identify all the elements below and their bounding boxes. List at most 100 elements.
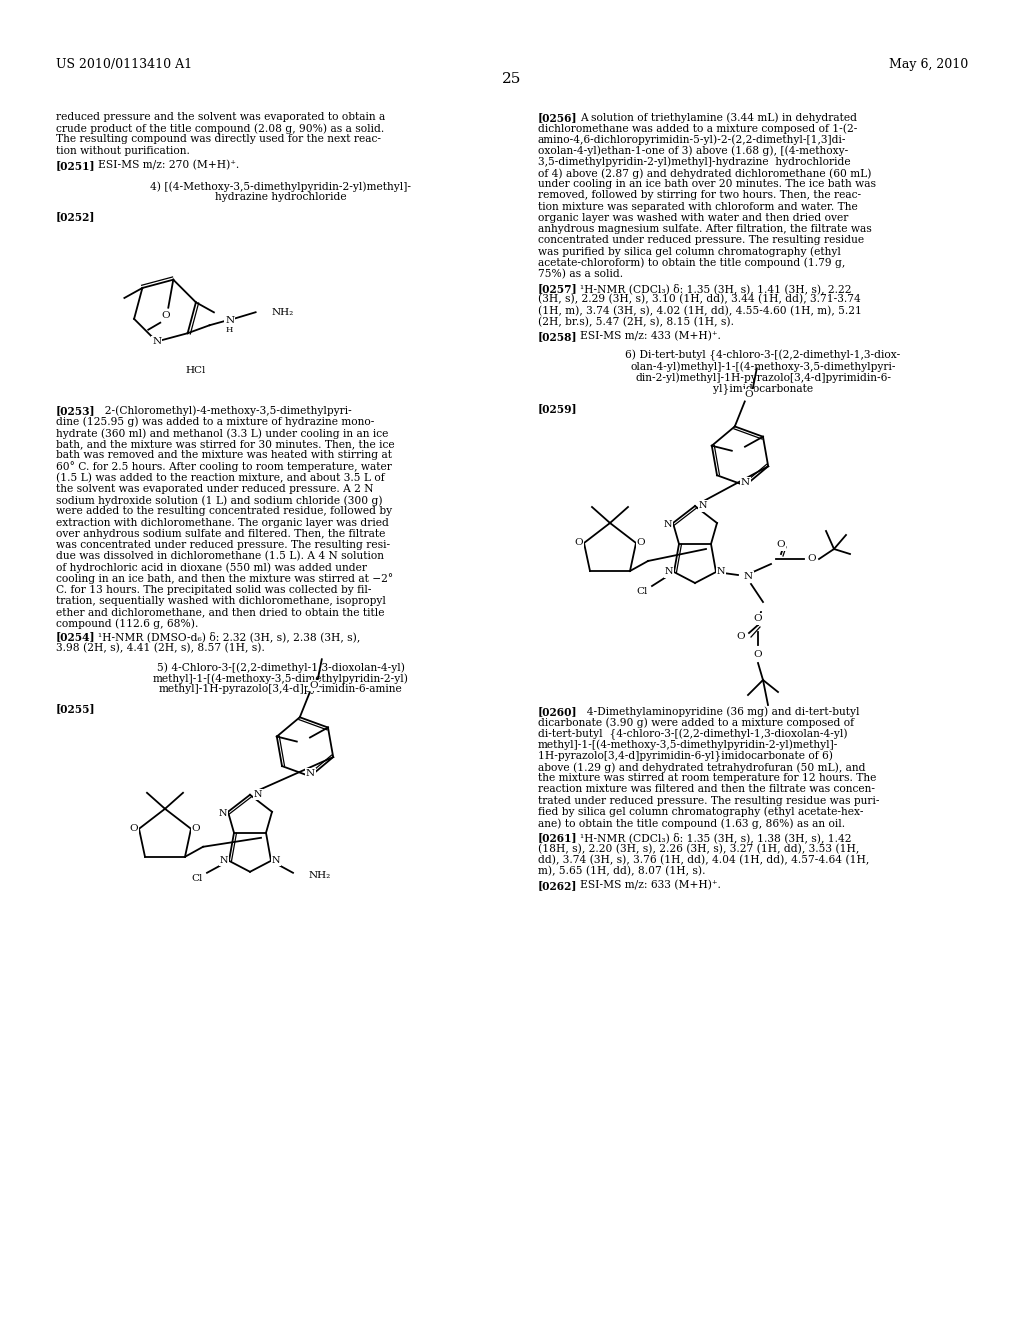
Text: [0252]: [0252] xyxy=(56,211,95,222)
Text: bath was removed and the mixture was heated with stirring at: bath was removed and the mixture was hea… xyxy=(56,450,392,461)
Text: ¹H-NMR (CDCl₃) δ: 1.35 (3H, s), 1.41 (3H, s), 2.22: ¹H-NMR (CDCl₃) δ: 1.35 (3H, s), 1.41 (3H… xyxy=(580,282,852,294)
Text: (3H, s), 2.29 (3H, s), 3.10 (1H, dd), 3.44 (1H, dd), 3.71-3.74: (3H, s), 2.29 (3H, s), 3.10 (1H, dd), 3.… xyxy=(538,294,861,305)
Text: above (1.29 g) and dehydrated tetrahydrofuran (50 mL), and: above (1.29 g) and dehydrated tetrahydro… xyxy=(538,762,865,772)
Text: 4-Dimethylaminopyridine (36 mg) and di-tert-butyl: 4-Dimethylaminopyridine (36 mg) and di-t… xyxy=(580,706,859,717)
Text: ESI-MS m/z: 633 (M+H)⁺.: ESI-MS m/z: 633 (M+H)⁺. xyxy=(580,880,721,890)
Text: crude product of the title compound (2.08 g, 90%) as a solid.: crude product of the title compound (2.0… xyxy=(56,123,384,133)
Text: oxolan-4-yl)ethan-1-one of 3) above (1.68 g), [(4-methoxy-: oxolan-4-yl)ethan-1-one of 3) above (1.6… xyxy=(538,145,848,156)
Text: dicarbonate (3.90 g) were added to a mixture composed of: dicarbonate (3.90 g) were added to a mix… xyxy=(538,717,854,727)
Text: N: N xyxy=(254,791,262,800)
Text: methyl]-1-[(4-methoxy-3,5-dimethylpyridin-2-yl): methyl]-1-[(4-methoxy-3,5-dimethylpyridi… xyxy=(153,673,409,684)
Text: [0251]: [0251] xyxy=(56,160,95,170)
Text: the mixture was stirred at room temperature for 12 hours. The: the mixture was stirred at room temperat… xyxy=(538,774,877,783)
Text: concentrated under reduced pressure. The resulting residue: concentrated under reduced pressure. The… xyxy=(538,235,864,246)
Text: din-2-yl)methyl]-1H-pyrazolo[3,4-d]pyrimidin-6-: din-2-yl)methyl]-1H-pyrazolo[3,4-d]pyrim… xyxy=(635,372,891,383)
Text: N: N xyxy=(698,502,708,511)
Text: [0259]: [0259] xyxy=(538,403,578,413)
Text: N: N xyxy=(219,809,227,818)
Text: O: O xyxy=(736,632,745,642)
Text: 4) [(4-Methoxy-3,5-dimethylpyridin-2-yl)methyl]-: 4) [(4-Methoxy-3,5-dimethylpyridin-2-yl)… xyxy=(151,181,412,191)
Text: was purified by silica gel column chromatography (ethyl: was purified by silica gel column chroma… xyxy=(538,247,841,257)
Text: hydrazine hydrochloride: hydrazine hydrochloride xyxy=(215,193,347,202)
Text: 3,5-dimethylpyridin-2-yl)methyl]-hydrazine  hydrochloride: 3,5-dimethylpyridin-2-yl)methyl]-hydrazi… xyxy=(538,157,851,168)
Text: 5) 4-Chloro-3-[(2,2-dimethyl-1,3-dioxolan-4-yl): 5) 4-Chloro-3-[(2,2-dimethyl-1,3-dioxola… xyxy=(157,663,406,673)
Text: due was dissolved in dichloromethane (1.5 L). A 4 N solution: due was dissolved in dichloromethane (1.… xyxy=(56,552,384,561)
Text: tration, sequentially washed with dichloromethane, isopropyl: tration, sequentially washed with dichlo… xyxy=(56,597,386,606)
Text: (1.5 L) was added to the reaction mixture, and about 3.5 L of: (1.5 L) was added to the reaction mixtur… xyxy=(56,473,385,483)
Text: ¹H-NMR (CDCl₃) δ: 1.35 (3H, s), 1.38 (3H, s), 1.42: ¹H-NMR (CDCl₃) δ: 1.35 (3H, s), 1.38 (3H… xyxy=(580,832,852,843)
Text: dine (125.95 g) was added to a mixture of hydrazine mono-: dine (125.95 g) was added to a mixture o… xyxy=(56,417,375,428)
Text: methyl]-1H-pyrazolo[3,4-d]pyrimidin-6-amine: methyl]-1H-pyrazolo[3,4-d]pyrimidin-6-am… xyxy=(159,684,402,694)
Text: O: O xyxy=(754,615,762,623)
Text: HCl: HCl xyxy=(185,366,206,375)
Text: hydrate (360 ml) and methanol (3.3 L) under cooling in an ice: hydrate (360 ml) and methanol (3.3 L) un… xyxy=(56,428,388,438)
Text: ESI-MS m/z: 270 (M+H)⁺.: ESI-MS m/z: 270 (M+H)⁺. xyxy=(98,160,240,170)
Text: under cooling in an ice bath over 20 minutes. The ice bath was: under cooling in an ice bath over 20 min… xyxy=(538,180,876,189)
Text: The resulting compound was directly used for the next reac-: The resulting compound was directly used… xyxy=(56,135,381,144)
Text: [0254]: [0254] xyxy=(56,631,95,643)
Text: trated under reduced pressure. The resulting residue was puri-: trated under reduced pressure. The resul… xyxy=(538,796,880,805)
Text: N: N xyxy=(220,857,228,866)
Text: organic layer was washed with water and then dried over: organic layer was washed with water and … xyxy=(538,213,848,223)
Text: the solvent was evaporated under reduced pressure. A 2 N: the solvent was evaporated under reduced… xyxy=(56,484,374,494)
Text: m), 5.65 (1H, dd), 8.07 (1H, s).: m), 5.65 (1H, dd), 8.07 (1H, s). xyxy=(538,866,706,876)
Text: O: O xyxy=(776,540,785,549)
Text: ether and dichloromethane, and then dried to obtain the title: ether and dichloromethane, and then drie… xyxy=(56,607,384,618)
Text: removed, followed by stirring for two hours. Then, the reac-: removed, followed by stirring for two ho… xyxy=(538,190,861,201)
Text: O: O xyxy=(191,824,201,833)
Text: [0258]: [0258] xyxy=(538,331,578,342)
Text: bath, and the mixture was stirred for 30 minutes. Then, the ice: bath, and the mixture was stirred for 30… xyxy=(56,440,394,449)
Text: reaction mixture was filtered and then the filtrate was concen-: reaction mixture was filtered and then t… xyxy=(538,784,874,795)
Text: O: O xyxy=(574,539,584,548)
Text: tion mixture was separated with chloroform and water. The: tion mixture was separated with chlorofo… xyxy=(538,202,858,211)
Text: (2H, br.s), 5.47 (2H, s), 8.15 (1H, s).: (2H, br.s), 5.47 (2H, s), 8.15 (1H, s). xyxy=(538,317,734,327)
Text: were added to the resulting concentrated residue, followed by: were added to the resulting concentrated… xyxy=(56,507,392,516)
Text: N: N xyxy=(225,315,234,325)
Text: dichloromethane was added to a mixture composed of 1-(2-: dichloromethane was added to a mixture c… xyxy=(538,123,857,133)
Text: sodium hydroxide solution (1 L) and sodium chloride (300 g): sodium hydroxide solution (1 L) and sodi… xyxy=(56,495,383,506)
Text: was concentrated under reduced pressure. The resulting resi-: was concentrated under reduced pressure.… xyxy=(56,540,390,550)
Text: compound (112.6 g, 68%).: compound (112.6 g, 68%). xyxy=(56,618,199,628)
Text: di-tert-butyl  {4-chloro-3-[(2,2-dimethyl-1,3-dioxolan-4-yl): di-tert-butyl {4-chloro-3-[(2,2-dimethyl… xyxy=(538,729,848,739)
Text: 60° C. for 2.5 hours. After cooling to room temperature, water: 60° C. for 2.5 hours. After cooling to r… xyxy=(56,462,392,473)
Text: fied by silica gel column chromatography (ethyl acetate-hex-: fied by silica gel column chromatography… xyxy=(538,807,863,817)
Text: A solution of triethylamine (3.44 mL) in dehydrated: A solution of triethylamine (3.44 mL) in… xyxy=(580,112,857,123)
Text: methyl]-1-[(4-methoxy-3,5-dimethylpyridin-2-yl)methyl]-: methyl]-1-[(4-methoxy-3,5-dimethylpyridi… xyxy=(538,739,839,750)
Text: of hydrochloric acid in dioxane (550 ml) was added under: of hydrochloric acid in dioxane (550 ml)… xyxy=(56,562,367,573)
Text: N: N xyxy=(271,857,281,866)
Text: NH₂: NH₂ xyxy=(271,308,294,317)
Text: over anhydrous sodium sulfate and filtered. Then, the filtrate: over anhydrous sodium sulfate and filter… xyxy=(56,529,385,539)
Text: [0256]: [0256] xyxy=(538,112,578,123)
Text: [0261]: [0261] xyxy=(538,832,578,843)
Text: O: O xyxy=(161,312,170,321)
Text: 6) Di-tert-butyl {4-chloro-3-[(2,2-dimethyl-1,3-diox-: 6) Di-tert-butyl {4-chloro-3-[(2,2-dimet… xyxy=(626,350,901,362)
Text: of 4) above (2.87 g) and dehydrated dichloromethane (60 mL): of 4) above (2.87 g) and dehydrated dich… xyxy=(538,168,871,178)
Text: O: O xyxy=(808,554,816,564)
Text: O: O xyxy=(130,824,138,833)
Text: (18H, s), 2.20 (3H, s), 2.26 (3H, s), 3.27 (1H, dd), 3.53 (1H,: (18H, s), 2.20 (3H, s), 2.26 (3H, s), 3.… xyxy=(538,843,859,854)
Text: Cl: Cl xyxy=(636,587,648,597)
Text: NH₂: NH₂ xyxy=(309,871,331,880)
Text: C. for 13 hours. The precipitated solid was collected by fil-: C. for 13 hours. The precipitated solid … xyxy=(56,585,372,595)
Text: ¹H-NMR (DMSO-d₆) δ: 2.32 (3H, s), 2.38 (3H, s),: ¹H-NMR (DMSO-d₆) δ: 2.32 (3H, s), 2.38 (… xyxy=(98,631,360,643)
Text: N: N xyxy=(664,520,672,529)
Text: US 2010/0113410 A1: US 2010/0113410 A1 xyxy=(56,58,193,71)
Text: O: O xyxy=(744,389,753,399)
Text: 75%) as a solid.: 75%) as a solid. xyxy=(538,269,624,279)
Text: extraction with dichloromethane. The organic layer was dried: extraction with dichloromethane. The org… xyxy=(56,517,389,528)
Text: Cl: Cl xyxy=(191,874,203,883)
Text: 3.98 (2H, s), 4.41 (2H, s), 8.57 (1H, s).: 3.98 (2H, s), 4.41 (2H, s), 8.57 (1H, s)… xyxy=(56,643,265,653)
Text: [0253]: [0253] xyxy=(56,405,95,417)
Text: N: N xyxy=(743,573,753,582)
Text: N: N xyxy=(665,568,673,577)
Text: O: O xyxy=(637,539,645,548)
Text: 1H-pyrazolo[3,4-d]pyrimidin-6-yl}imidocarbonate of 6): 1H-pyrazolo[3,4-d]pyrimidin-6-yl}imidoca… xyxy=(538,751,833,762)
Text: O: O xyxy=(309,681,318,690)
Text: O: O xyxy=(754,651,762,660)
Text: reduced pressure and the solvent was evaporated to obtain a: reduced pressure and the solvent was eva… xyxy=(56,112,385,121)
Text: cooling in an ice bath, and then the mixture was stirred at −2°: cooling in an ice bath, and then the mix… xyxy=(56,574,393,585)
Text: H: H xyxy=(226,326,233,334)
Text: N: N xyxy=(717,568,725,577)
Text: amino-4,6-dichloropyrimidin-5-yl)-2-(2,2-dimethyl-[1,3]di-: amino-4,6-dichloropyrimidin-5-yl)-2-(2,2… xyxy=(538,135,847,145)
Text: [0255]: [0255] xyxy=(56,704,95,714)
